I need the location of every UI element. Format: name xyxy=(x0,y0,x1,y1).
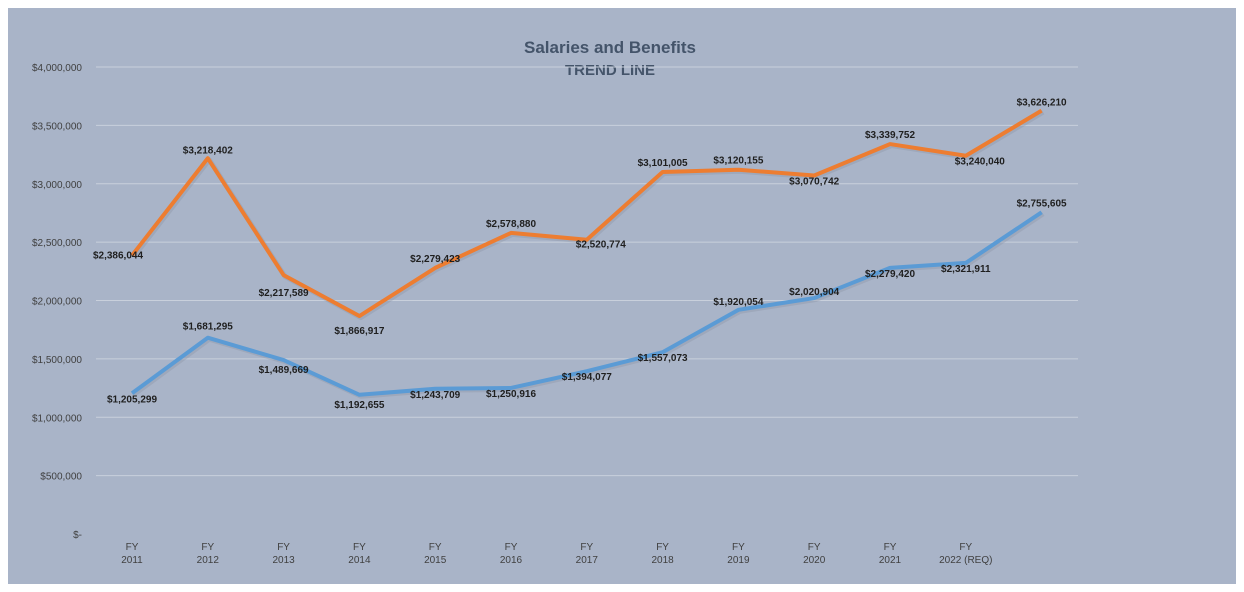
data-label: $3,070,742 xyxy=(789,176,839,187)
y-tick-label: $1,000,000 xyxy=(32,413,82,424)
y-tick-label: $3,000,000 xyxy=(32,180,82,191)
data-label: $2,217,589 xyxy=(259,288,309,299)
series-line-2 xyxy=(130,210,1043,397)
data-label: $2,755,605 xyxy=(1017,198,1067,209)
data-label: $1,394,077 xyxy=(562,372,612,383)
data-label: $2,578,880 xyxy=(486,219,536,230)
x-tick-label: FY 2020 xyxy=(803,542,826,566)
data-label: $1,866,917 xyxy=(334,326,384,337)
x-tick-label: FY 2012 xyxy=(197,542,220,566)
y-tick-label: $500,000 xyxy=(40,472,82,483)
y-tick-label: $- xyxy=(73,530,82,541)
data-label: $2,321,911 xyxy=(941,264,991,275)
data-label: $1,205,299 xyxy=(107,394,157,405)
x-tick-label: FY 2021 xyxy=(879,542,902,566)
y-axis-ticks: $- $500,000 $1,000,000 $1,500,000 $2,000,000… xyxy=(32,63,82,541)
y-tick-label: $3,500,000 xyxy=(32,121,82,132)
data-label: $1,681,295 xyxy=(183,322,233,333)
data-label: $2,279,420 xyxy=(865,269,915,280)
data-label: $1,920,054 xyxy=(713,297,763,308)
data-label: $1,243,709 xyxy=(410,390,460,401)
data-label: $3,626,210 xyxy=(1017,98,1067,109)
x-tick-label: FY 2017 xyxy=(576,542,599,566)
chart-area: Salaries and Benefits TREND LINE $- $500,… xyxy=(8,8,1236,584)
x-tick-label: FY 2011 xyxy=(121,542,143,566)
x-tick-label: FY 2019 xyxy=(727,542,750,566)
chart-title: Salaries and Benefits xyxy=(524,38,696,57)
line-chart: Salaries and Benefits TREND LINE $- $500,… xyxy=(32,38,1078,566)
data-label: $3,339,752 xyxy=(865,130,915,141)
series-line-shadow xyxy=(131,109,1045,321)
data-label: $2,520,774 xyxy=(576,240,626,251)
y-tick-label: $2,000,000 xyxy=(32,297,82,308)
x-tick-label: FY 2015 xyxy=(424,542,447,566)
chart-subtitle: TREND LINE xyxy=(565,62,655,79)
x-tick-label: FY 2013 xyxy=(272,542,295,566)
data-label: $2,279,423 xyxy=(410,254,460,265)
x-axis-ticks: FY 2011 FY 2012 FY 2013 FY 2014 FY 2015 FY 2016 FY 20… xyxy=(121,542,992,566)
x-tick-label: FY 2022 (REQ) xyxy=(939,542,992,566)
data-label: $2,020,904 xyxy=(789,287,839,298)
data-label: $3,218,402 xyxy=(183,145,233,156)
series-lines xyxy=(130,108,1045,399)
y-tick-label: $2,500,000 xyxy=(32,238,82,249)
data-label: $3,240,040 xyxy=(955,157,1005,168)
x-tick-label: FY 2014 xyxy=(348,542,371,566)
series-line-1 xyxy=(130,108,1043,319)
data-label: $2,386,044 xyxy=(93,250,143,261)
data-label: $1,250,916 xyxy=(486,389,536,400)
x-tick-label: FY 2018 xyxy=(651,542,674,566)
data-label: $1,489,669 xyxy=(259,365,309,376)
data-labels: $2,386,044 $3,218,402 $2,217,589 $1,866,917… xyxy=(93,98,1067,411)
data-label: $3,101,005 xyxy=(638,158,688,169)
y-tick-label: $4,000,000 xyxy=(32,63,82,74)
data-label: $3,120,155 xyxy=(713,156,763,167)
x-tick-label: FY 2016 xyxy=(500,542,523,566)
data-label: $1,557,073 xyxy=(638,353,688,364)
gridlines xyxy=(96,66,1078,477)
data-label: $1,192,655 xyxy=(334,400,384,411)
y-tick-label: $1,500,000 xyxy=(32,355,82,366)
